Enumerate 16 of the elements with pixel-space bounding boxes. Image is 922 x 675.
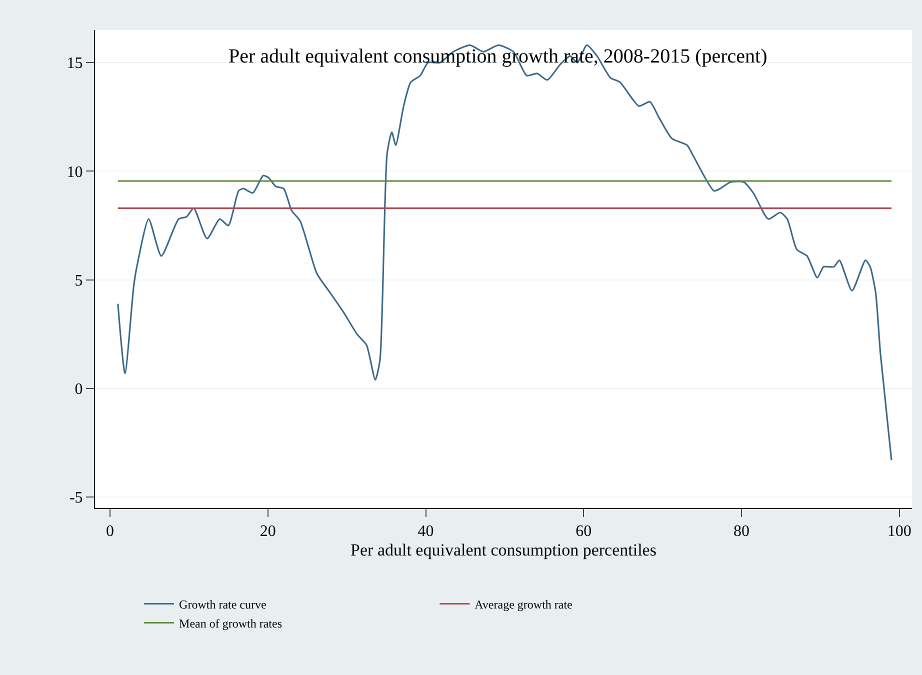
x-tick-label: 60: [576, 523, 592, 540]
y-tick-label: 15: [66, 55, 83, 72]
line-series: [117, 44, 892, 461]
y-tick-label: 0: [74, 381, 83, 398]
y-tick-label: 10: [66, 164, 83, 181]
x-tick-label: 20: [260, 523, 276, 540]
y-tick-label: 5: [74, 272, 83, 290]
x-tick-label: 0: [106, 523, 114, 540]
x-axis-title: Per adult equivalent consumption percentiles: [350, 540, 656, 560]
y-tick-label: -5: [69, 490, 83, 507]
x-tick-label: 80: [734, 523, 750, 540]
legend-label: Growth rate curve: [179, 597, 266, 612]
x-tick-label: 40: [418, 523, 434, 540]
x-tick-label: 100: [887, 523, 912, 540]
legend-label: Average growth rate: [474, 597, 572, 612]
legend-label: Mean of growth rates: [179, 616, 282, 630]
